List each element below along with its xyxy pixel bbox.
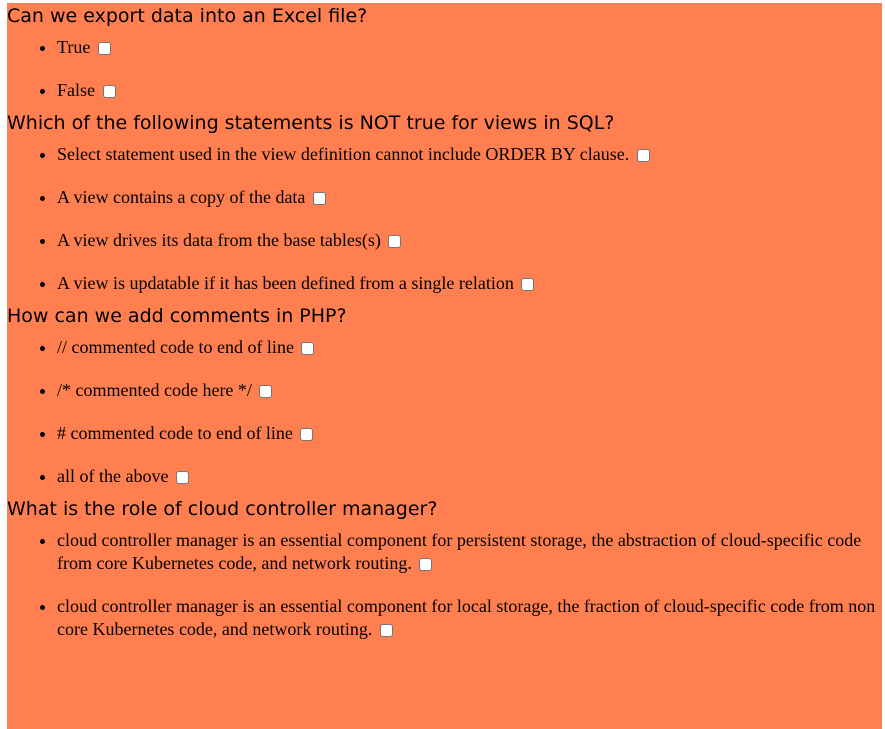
option-item: False (57, 72, 882, 110)
option-item: A view contains a copy of the data (57, 179, 882, 222)
option-label: /* commented code here */ (57, 380, 252, 400)
quiz-panel: Can we export data into an Excel file? T… (7, 3, 882, 729)
option-label: True (57, 37, 91, 57)
option-label: A view drives its data from the base tab… (57, 230, 381, 250)
option-checkbox[interactable] (175, 471, 189, 484)
option-item: all of the above (57, 458, 882, 496)
option-label: cloud controller manager is an essential… (57, 530, 862, 573)
option-checkbox[interactable] (521, 278, 535, 291)
option-label: Select statement used in the view defini… (57, 144, 630, 164)
question-4-options: cloud controller manager is an essential… (7, 522, 882, 649)
option-label: cloud controller manager is an essential… (57, 596, 876, 639)
option-label: all of the above (57, 466, 169, 486)
question-2-options: Select statement used in the view defini… (7, 136, 882, 303)
option-item: cloud controller manager is an essential… (57, 522, 882, 588)
option-item: A view is updatable if it has been defin… (57, 265, 882, 303)
option-checkbox[interactable] (300, 428, 314, 441)
option-item: # commented code to end of line (57, 415, 882, 458)
option-label: False (57, 80, 95, 100)
option-checkbox[interactable] (97, 42, 111, 55)
option-checkbox[interactable] (379, 624, 393, 637)
option-item: /* commented code here */ (57, 372, 882, 415)
question-3-title: How can we add comments in PHP? (7, 305, 347, 327)
option-item: cloud controller manager is an essential… (57, 588, 882, 649)
option-checkbox[interactable] (301, 342, 315, 355)
option-checkbox[interactable] (419, 558, 433, 571)
option-item: // commented code to end of line (57, 329, 882, 372)
question-1-title: Can we export data into an Excel file? (7, 5, 368, 27)
option-checkbox[interactable] (259, 385, 273, 398)
option-checkbox[interactable] (312, 192, 326, 205)
option-checkbox[interactable] (388, 235, 402, 248)
question-3-options: // commented code to end of line /* comm… (7, 329, 882, 496)
option-label: # commented code to end of line (57, 423, 293, 443)
option-label: A view contains a copy of the data (57, 187, 306, 207)
question-2-title: Which of the following statements is NOT… (7, 112, 615, 134)
option-checkbox[interactable] (636, 149, 650, 162)
option-item: A view drives its data from the base tab… (57, 222, 882, 265)
question-4-title: What is the role of cloud controller man… (7, 498, 438, 520)
option-checkbox[interactable] (102, 85, 116, 98)
option-label: // commented code to end of line (57, 337, 294, 357)
option-item: Select statement used in the view defini… (57, 136, 882, 179)
option-item: True (57, 29, 882, 72)
option-label: A view is updatable if it has been defin… (57, 273, 514, 293)
question-1-options: True False (7, 29, 882, 110)
